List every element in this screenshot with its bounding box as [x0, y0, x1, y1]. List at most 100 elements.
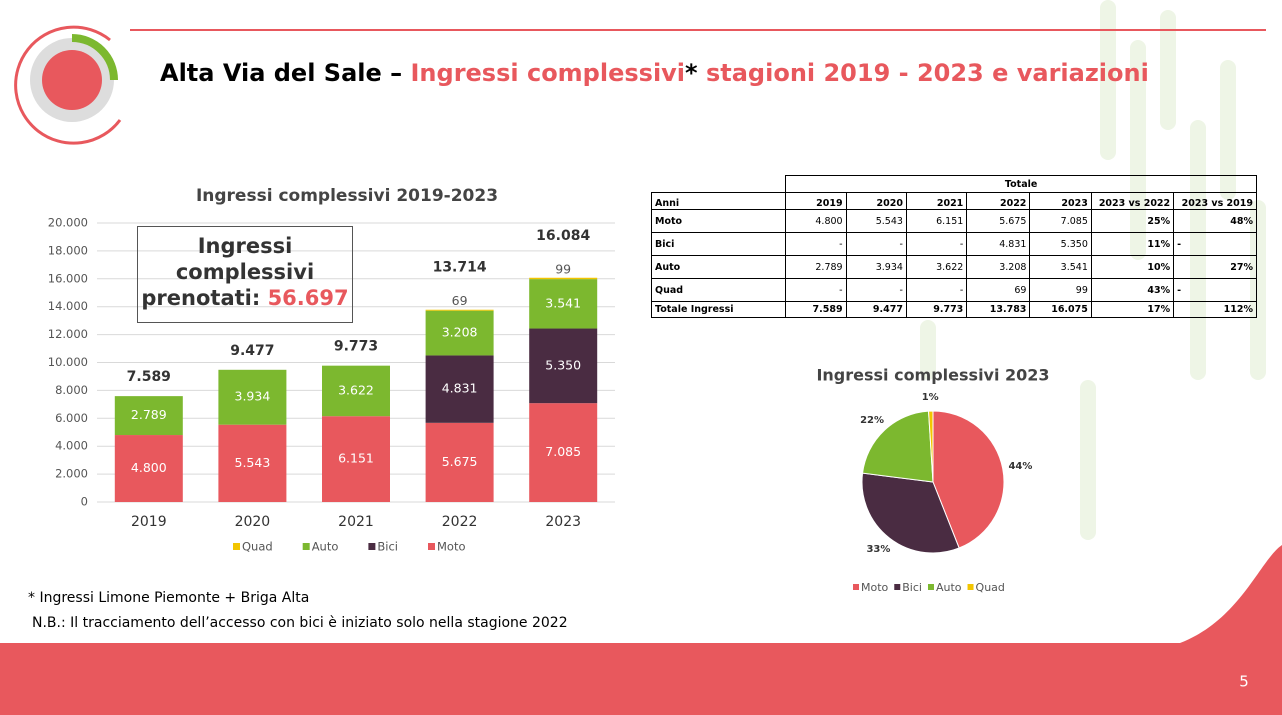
legend-label: Bici [902, 581, 922, 594]
slide-title: Alta Via del Sale – Ingressi complessivi… [160, 59, 1149, 87]
table-cell: Moto [650, 209, 787, 233]
x-tick-label: 2023 [545, 514, 581, 530]
bar-segment [114, 435, 183, 502]
data-label: 4.831 [442, 381, 478, 396]
footer-band [0, 545, 1282, 715]
table-cell: 2.789 [785, 255, 847, 279]
table-cell: 3.934 [845, 255, 907, 279]
legend-swatch [894, 584, 901, 590]
table-row: Bici - - -4.831 5.350 11% - [650, 232, 1257, 256]
table-cell: 69 [966, 278, 1031, 302]
data-label: 3.622 [338, 382, 374, 397]
data-label: 2.789 [131, 407, 167, 422]
table-cell: - [1173, 278, 1257, 302]
legend-label: Auto [312, 540, 339, 554]
legend-swatch [428, 543, 435, 550]
legend-swatch [233, 543, 240, 550]
table-cell: 9.477 [845, 301, 907, 318]
column-header: 2020 [845, 192, 907, 210]
table-cell: 27% [1173, 255, 1257, 279]
page-number: 5 [1239, 673, 1249, 691]
total-label: 9.477 [230, 343, 274, 359]
note: N.B.: Il tracciamento dell’accesso con b… [32, 615, 568, 631]
bar-segment [425, 310, 494, 356]
data-label: 6.151 [338, 451, 374, 466]
y-tick-label: 12.000 [48, 327, 88, 341]
bar-segment [218, 369, 287, 425]
data-table: Totale Anni 2019 2020 2021 2022 2023 2023 vs 20… [650, 175, 1257, 318]
table-cell: Quad [650, 278, 787, 302]
y-tick-label: 8.000 [55, 383, 88, 397]
table-cell: 11% [1090, 232, 1175, 256]
legend-swatch [967, 584, 974, 590]
column-header: Anni [650, 192, 787, 210]
column-header: 2022 [966, 192, 1031, 210]
pie-slice [862, 410, 934, 483]
table-row: Totale Ingressi 7.589 9.477 9.773 13.783 16.0… [650, 301, 1257, 318]
table-cell: 5.675 [966, 209, 1031, 233]
x-tick-label: 2021 [338, 514, 374, 530]
table-cell: Bici [650, 232, 787, 256]
callout: Ingressi complessivi prenotati: 56.697 [137, 226, 353, 323]
bar-segment [529, 279, 598, 329]
legend-label: Quad [242, 540, 273, 554]
table-cell: 5.350 [1029, 232, 1092, 256]
table-cell: 7.085 [1029, 209, 1092, 233]
table-cell: 3.208 [966, 255, 1031, 279]
legend-swatch [927, 584, 934, 590]
table-cell: 99 [1029, 278, 1092, 302]
data-label: 99 [555, 261, 571, 276]
data-label: 3.208 [442, 325, 478, 340]
legend-swatch [302, 543, 310, 550]
x-tick-label: 2022 [442, 514, 478, 530]
table-cell: - [1173, 232, 1257, 256]
y-tick-label: 0 [81, 495, 88, 509]
y-tick-label: 2.000 [55, 467, 88, 481]
y-tick-label: 10.000 [48, 355, 88, 369]
x-tick-label: 2020 [235, 514, 271, 530]
column-header: 2021 [905, 192, 968, 210]
total-label: 16.084 [536, 228, 590, 244]
legend-label: Bici [377, 540, 398, 554]
y-tick-label: 18.000 [48, 243, 88, 257]
pie-label: 22% [860, 415, 884, 426]
table-row: Moto 4.800 5.543 6.151 5.675 7.085 25% 48% [650, 209, 1257, 233]
table-cell: 10% [1090, 255, 1175, 279]
table-cell: 43% [1090, 278, 1175, 302]
table-cell: 6.151 [905, 209, 968, 233]
data-label: 4.800 [131, 460, 167, 475]
chart-title: Ingressi complessivi 2023 [816, 366, 1049, 385]
table-cell: Totale Ingressi [650, 301, 787, 318]
x-tick-label: 2019 [131, 514, 167, 530]
bar-segment [529, 328, 598, 404]
group-header: Totale [785, 175, 1257, 193]
callout-value: 56.697 [267, 286, 349, 310]
bar-segment [425, 422, 494, 502]
table-cell: 7.589 [785, 301, 847, 318]
note: * Ingressi Limone Piemonte + Briga Alta [28, 590, 309, 606]
pie-label: 44% [1008, 461, 1032, 472]
bar-segment [322, 416, 390, 502]
data-label: 5.675 [442, 454, 478, 469]
bar-segment [529, 277, 598, 280]
table-cell: - [845, 232, 907, 256]
table-cell: - [905, 278, 968, 302]
table-row: Anni 2019 2020 2021 2022 2023 2023 vs 2022 2023… [650, 192, 1257, 210]
pie-label: 1% [922, 392, 939, 403]
legend-label: Moto [861, 581, 889, 594]
legend-label: Quad [976, 581, 1005, 594]
table-cell: - [905, 232, 968, 256]
legend-label: Auto [936, 581, 962, 594]
bar-segment [529, 403, 598, 502]
table-cell: 112% [1173, 301, 1257, 318]
table-cell: - [785, 232, 847, 256]
pie-label: 33% [866, 544, 890, 555]
table-cell: 25% [1090, 209, 1175, 233]
bar-segment [322, 365, 390, 417]
title-part: Ingressi complessivi [411, 59, 686, 87]
table-cell: - [845, 278, 907, 302]
table-cell: - [785, 278, 847, 302]
title-part: * [685, 59, 698, 87]
table-cell: 4.800 [785, 209, 847, 233]
